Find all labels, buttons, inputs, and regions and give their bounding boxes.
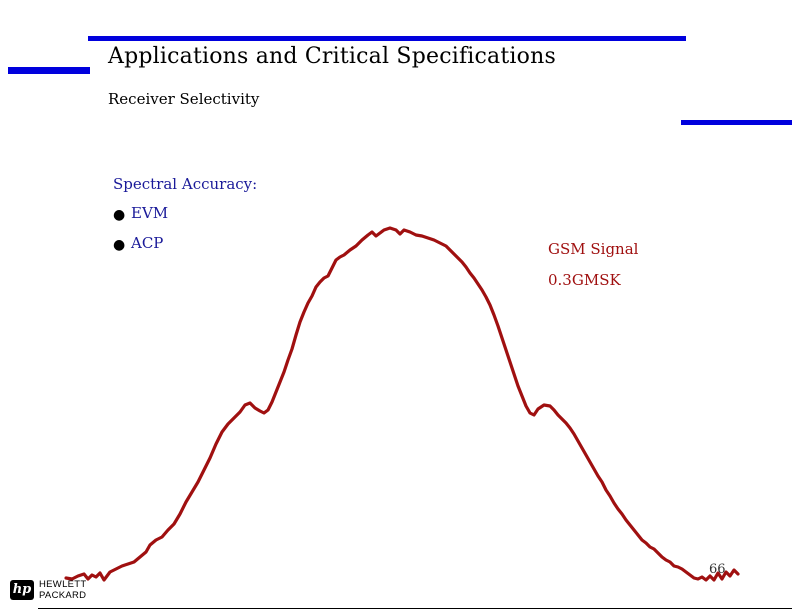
- bullet-item-evm: EVM: [131, 204, 169, 222]
- bullet-icon: ●: [113, 207, 126, 223]
- logo-wordmark: HEWLETT PACKARD: [39, 579, 87, 601]
- right-accent-bar: [681, 120, 792, 125]
- slide-subtitle: Receiver Selectivity: [108, 90, 260, 108]
- signal-label: GSM Signal: [548, 240, 639, 258]
- hewlett-packard-logo: hp HEWLETT PACKARD: [10, 579, 92, 603]
- gsm-spectrum-trace: [64, 226, 740, 582]
- modulation-label: 0.3GMSK: [548, 271, 621, 289]
- logo-line-2: PACKARD: [39, 590, 87, 601]
- bullet-item-acp: ACP: [131, 234, 164, 252]
- bullet-icon: ●: [113, 237, 126, 253]
- top-accent-bar: [88, 36, 686, 41]
- slide-title: Applications and Critical Specifications: [108, 44, 556, 69]
- spectral-accuracy-heading: Spectral Accuracy:: [113, 175, 258, 193]
- hp-logo-icon: hp: [10, 580, 34, 600]
- left-accent-bar: [8, 67, 90, 74]
- logo-line-1: HEWLETT: [39, 579, 87, 590]
- footer-rule: [38, 608, 792, 609]
- page-number: 66: [709, 562, 726, 577]
